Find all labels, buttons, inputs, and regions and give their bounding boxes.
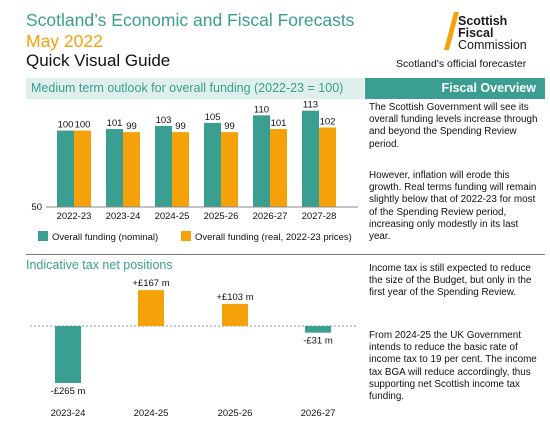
tax-x-tick-label: 2025-26 [218, 408, 253, 419]
funding-x-tick-label: 2027-28 [302, 211, 337, 222]
logo-line-1: Scottish [458, 14, 508, 28]
funding-bar-value-label: 100 [58, 120, 74, 131]
funding-bar-value-label: 110 [254, 104, 269, 115]
logo-tagline: Scotland's official forecaster [396, 58, 527, 70]
legend-swatch-real [181, 231, 191, 241]
report-title: Scotland’s Economic and Fiscal Forecasts [26, 10, 355, 30]
funding-x-tick-label: 2025-26 [204, 211, 239, 222]
funding-bar-value-label: 101 [107, 118, 123, 129]
funding-bar-real [172, 132, 189, 207]
funding-bar-nominal [106, 129, 123, 207]
funding-bar-nominal [204, 122, 221, 207]
funding-bar-value-label: 101 [271, 118, 287, 129]
funding-bar-real [319, 127, 336, 207]
fiscal-overview-header: Fiscal Overview [365, 78, 545, 99]
funding-bar-value-label: 99 [175, 121, 186, 132]
legend-swatch-nominal [38, 231, 48, 241]
funding-bar-value-label: 99 [126, 121, 137, 132]
tax-bar [138, 290, 164, 326]
logo-slash-icon [444, 12, 459, 50]
funding-bar-real [270, 129, 287, 207]
funding-x-tick-label: 2026-27 [253, 211, 288, 222]
tax-x-tick-label: 2023-24 [51, 408, 86, 419]
overview-paragraph-3: Income tax is still expected to reduce t… [369, 263, 532, 299]
overview-paragraph-4: From 2024-25 the UK Government intends t… [369, 330, 537, 403]
section-divider [26, 254, 545, 255]
fiscal-overview-title: Fiscal Overview [441, 81, 536, 95]
tax-bar [305, 326, 331, 333]
funding-bar-real [74, 130, 91, 207]
funding-bar-value-label: 105 [205, 112, 221, 123]
overview-paragraph-2: However, inflation will erode this growt… [369, 170, 537, 243]
funding-bar-value-label: 103 [156, 115, 172, 126]
funding-bar-nominal [155, 125, 172, 207]
tax-x-tick-label: 2024-25 [134, 408, 169, 419]
tax-bar-value-label: -£265 m [51, 386, 86, 397]
funding-bar-value-label: 99 [224, 121, 235, 132]
tax-chart-svg: -£265 m 2023-24 +£167 m 2024-25 +£103 m 2025-… [30, 278, 358, 419]
logo-line-2: Fiscal [458, 26, 494, 40]
funding-x-tick-label: 2022-23 [57, 211, 92, 222]
tax-bar [55, 326, 81, 383]
funding-x-tick-label: 2024-25 [155, 211, 190, 222]
funding-chart-title: Medium term outlook for overall funding … [31, 81, 344, 95]
report-date: May 2022 [26, 31, 103, 51]
legend-label-real: Overall funding (real, 2022-23 prices) [195, 232, 352, 243]
funding-chart: 100 100 2022-23 101 99 2023-24 103 99 2024-25 105… [26, 100, 364, 248]
tax-chart: Indicative tax net positions -£265 m 2023… [26, 258, 364, 422]
overview-paragraph-1: The Scottish Government will see its ove… [369, 102, 538, 150]
funding-x-tick-label: 2023-24 [106, 211, 141, 222]
funding-bar-nominal [253, 115, 270, 207]
funding-bar-real [123, 132, 140, 207]
report-subtitle: Quick Visual Guide [26, 51, 171, 70]
commission-logo: Scottish Fiscal Commission [442, 10, 542, 54]
logo-line-3: Commission [458, 38, 527, 52]
tax-chart-title: Indicative tax net positions [26, 258, 173, 272]
funding-bar-nominal [57, 130, 74, 207]
tax-bar-value-label: +£103 m [216, 292, 253, 303]
tax-bar [222, 303, 248, 326]
legend-label-nominal: Overall funding (nominal) [52, 232, 158, 243]
funding-bar-value-label: 113 [303, 100, 318, 111]
funding-bar-real [221, 132, 238, 207]
funding-chart-header: Medium term outlook for overall funding … [26, 78, 364, 99]
funding-bar-nominal [302, 110, 319, 207]
tax-bar-value-label: +£167 m [132, 278, 169, 289]
tax-x-tick-label: 2026-27 [301, 408, 336, 419]
tax-bar-value-label: -£31 m [303, 336, 333, 347]
funding-bar-value-label: 100 [75, 120, 91, 131]
funding-bar-value-label: 102 [320, 117, 336, 128]
funding-y-tick-label: 50 [31, 202, 42, 213]
